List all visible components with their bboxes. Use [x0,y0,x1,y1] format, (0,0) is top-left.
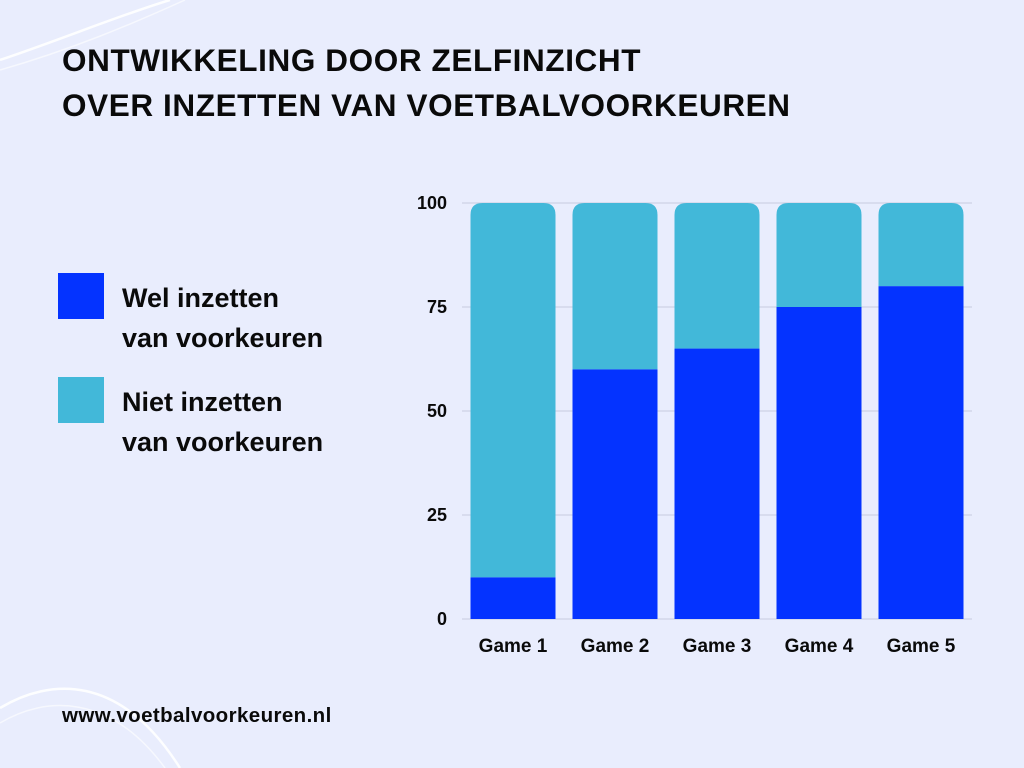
bar-wel-inzetten [470,577,556,619]
legend-label-wel: Wel inzetten van voorkeuren [122,283,324,353]
bar-niet-inzetten [572,203,658,370]
bar-niet-inzetten [674,203,760,349]
bar-niet-inzetten [470,203,556,578]
bar-wel-inzetten [776,307,862,619]
x-tick-label: Game 1 [479,636,548,657]
y-tick-label: 100 [417,193,447,213]
x-tick-label: Game 3 [683,636,752,657]
bar-wel-inzetten [572,369,658,619]
chart-legend: Wel inzetten van voorkeuren Niet inzette… [58,270,378,478]
bar-niet-inzetten [878,203,964,287]
legend-item-wel: Wel inzetten van voorkeuren [58,270,378,374]
y-tick-label: 50 [427,401,447,421]
y-tick-label: 0 [437,609,447,629]
legend-item-niet: Niet inzetten van voorkeuren [58,374,378,478]
website-url: www.voetbalvoorkeuren.nl [62,704,332,727]
y-tick-label: 75 [427,297,447,317]
legend-label-niet: Niet inzetten van voorkeuren [122,387,324,457]
chart-title-line-1: ONTWIKKELING DOOR ZELFINZICHT [62,42,642,78]
legend-swatch-wel [58,273,104,319]
bar-wel-inzetten [674,348,760,619]
chart-title-line-2: OVER INZETTEN VAN VOETBALVOORKEUREN [62,87,791,123]
chart-title: ONTWIKKELING DOOR ZELFINZICHT OVER INZET… [62,38,791,128]
x-tick-label: Game 2 [581,636,650,657]
x-tick-label: Game 5 [887,636,956,657]
y-tick-label: 25 [427,505,447,525]
bar-wel-inzetten [878,286,964,619]
x-tick-label: Game 4 [785,636,854,657]
bar-niet-inzetten [776,203,862,307]
legend-swatch-niet [58,377,104,423]
